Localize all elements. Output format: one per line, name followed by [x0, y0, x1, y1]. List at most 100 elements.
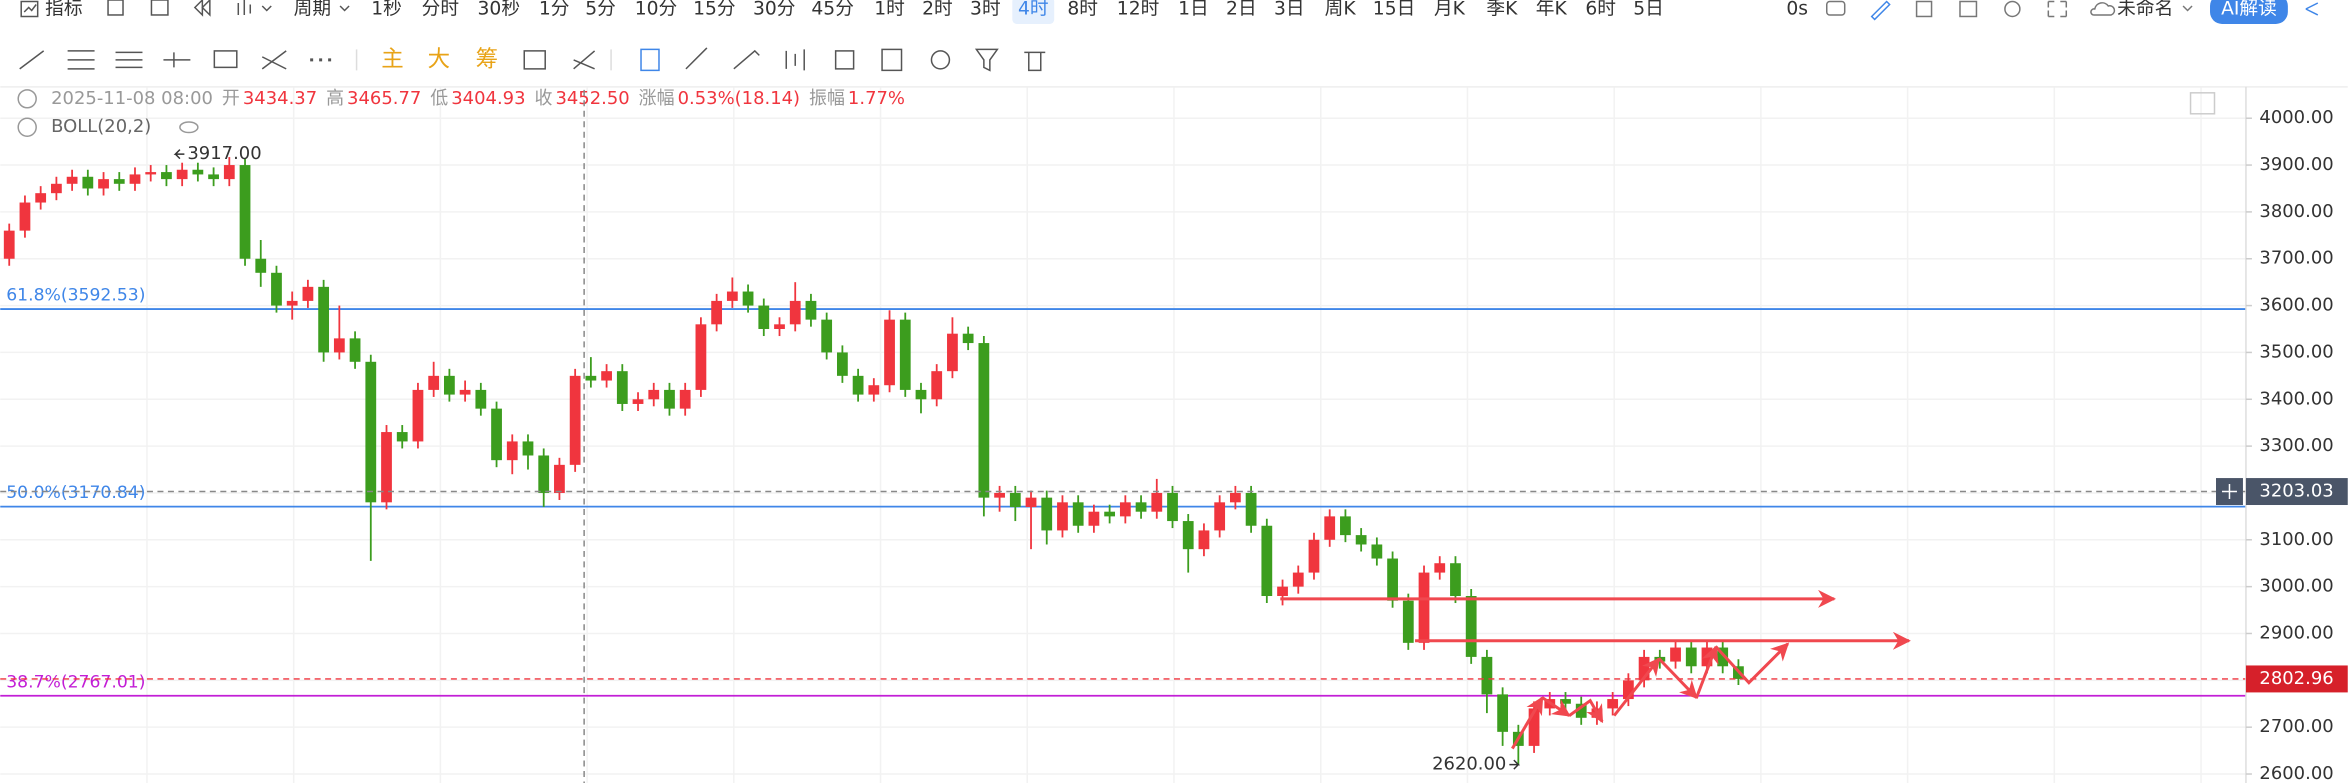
- tool[interactable]: [573, 50, 596, 70]
- tool[interactable]: [733, 49, 760, 70]
- layout-name[interactable]: 未命名: [2117, 0, 2173, 19]
- tool[interactable]: [834, 50, 855, 70]
- candle-body: [1497, 694, 1509, 732]
- tool[interactable]: [261, 50, 287, 70]
- last-price: 2802.96: [2259, 668, 2333, 689]
- field-value: 1.77%: [848, 88, 905, 109]
- tool[interactable]: [213, 50, 238, 69]
- settings-icon[interactable]: [2004, 0, 2021, 18]
- tool[interactable]: [785, 49, 805, 71]
- period-button[interactable]: 30分: [753, 0, 796, 19]
- tool[interactable]: [881, 48, 903, 72]
- period-button[interactable]: 1时: [874, 0, 905, 19]
- icon[interactable]: [150, 0, 169, 16]
- period-button[interactable]: 2日: [1226, 0, 1257, 19]
- period-button[interactable]: 1秒: [371, 0, 402, 19]
- period-button[interactable]: 12时: [1117, 0, 1160, 19]
- period-button[interactable]: 1日: [1178, 0, 1209, 19]
- overlay-button[interactable]: 大: [428, 46, 450, 72]
- candle-body: [868, 385, 880, 395]
- tool[interactable]: [930, 50, 951, 70]
- period-button[interactable]: 1分: [539, 0, 570, 19]
- tool[interactable]: [19, 50, 45, 70]
- fib-label: 61.8%(3592.53): [6, 286, 145, 306]
- period-button[interactable]: 30秒: [478, 0, 521, 19]
- period-button[interactable]: 周K: [1325, 0, 1357, 19]
- candle-body: [1167, 492, 1178, 522]
- overlay-button[interactable]: 主: [381, 46, 403, 72]
- candle-body: [1528, 708, 1540, 746]
- period-button[interactable]: 年K: [1536, 0, 1568, 19]
- tool[interactable]: [974, 48, 999, 72]
- tool[interactable]: [685, 47, 708, 70]
- field-label: 振幅: [809, 88, 845, 109]
- collapse-icon[interactable]: [17, 117, 37, 137]
- period-button[interactable]: 3日: [1274, 0, 1305, 19]
- tool[interactable]: [523, 50, 546, 70]
- candle-body: [726, 291, 738, 301]
- tool[interactable]: [115, 51, 143, 69]
- crosshair-price-box: [2245, 478, 2348, 506]
- period-button[interactable]: 月K: [1434, 0, 1466, 19]
- overlay-button[interactable]: 筹: [476, 46, 498, 72]
- bar-date: 2025-11-08 08:00: [51, 88, 213, 109]
- field-label: 开: [222, 88, 240, 109]
- period-button[interactable]: 15日: [1373, 0, 1416, 19]
- period-button[interactable]: 季K: [1486, 0, 1518, 19]
- period-button[interactable]: 10分: [635, 0, 678, 19]
- candle-body: [616, 371, 628, 404]
- grid: [0, 86, 2246, 783]
- y-tick-label: 2900.00: [2259, 622, 2333, 643]
- arrow: [1568, 698, 1604, 724]
- candle-body: [1340, 516, 1351, 536]
- period-button[interactable]: 5日: [1633, 0, 1664, 19]
- fib-label: 50.0%(3170.84): [6, 483, 145, 503]
- visibility-icon[interactable]: [179, 121, 199, 134]
- tool[interactable]: [640, 48, 660, 72]
- period-button[interactable]: 15分: [693, 0, 736, 19]
- candle-body: [1717, 647, 1729, 667]
- period-button[interactable]: 5分: [585, 0, 616, 19]
- candle-body: [66, 176, 78, 184]
- last-price-box: [2245, 665, 2348, 693]
- indicator-button[interactable]: 指标: [45, 0, 82, 19]
- indicator-icon: [20, 0, 39, 18]
- fullscreen-icon[interactable]: [2047, 0, 2068, 18]
- tool[interactable]: [163, 52, 191, 68]
- period-button[interactable]: 3时: [970, 0, 1001, 19]
- icon[interactable]: [107, 0, 124, 16]
- ai-button-bg[interactable]: [2210, 0, 2288, 24]
- candle-body: [1670, 647, 1681, 662]
- candle-body: [1277, 586, 1288, 597]
- expand-icon[interactable]: [2189, 92, 2216, 115]
- candle-body: [632, 399, 644, 404]
- icon: [2182, 5, 2193, 12]
- collapse-icon[interactable]: [17, 89, 37, 109]
- icon[interactable]: [1915, 0, 1933, 18]
- period-button[interactable]: 6时: [1585, 0, 1616, 19]
- ai-button[interactable]: AI解读: [2221, 0, 2277, 19]
- arrow: [1511, 696, 1544, 750]
- period-menu[interactable]: 周期: [294, 0, 331, 19]
- icon[interactable]: [1959, 0, 1978, 18]
- draw-icon[interactable]: [1870, 0, 1891, 21]
- period-button[interactable]: 2时: [922, 0, 953, 19]
- period-button[interactable]: 45分: [811, 0, 854, 19]
- share-icon[interactable]: [2305, 2, 2319, 16]
- period-button[interactable]: 分时: [422, 0, 459, 19]
- candle-body: [522, 441, 534, 456]
- period-button[interactable]: 4时: [1018, 0, 1049, 19]
- icon[interactable]: [193, 0, 211, 17]
- candle-body: [774, 324, 785, 330]
- candle-body: [1057, 502, 1068, 531]
- candle-body: [35, 193, 47, 203]
- candle-body: [1308, 539, 1320, 573]
- y-tick-label: 3700.00: [2259, 248, 2333, 269]
- icon[interactable]: [237, 0, 272, 15]
- candle-body: [82, 176, 94, 189]
- arrow: [1714, 642, 1790, 685]
- camera-icon[interactable]: [1826, 0, 1846, 16]
- period-button[interactable]: 8时: [1067, 0, 1098, 19]
- tool[interactable]: [1024, 51, 1046, 72]
- tool[interactable]: [67, 50, 95, 70]
